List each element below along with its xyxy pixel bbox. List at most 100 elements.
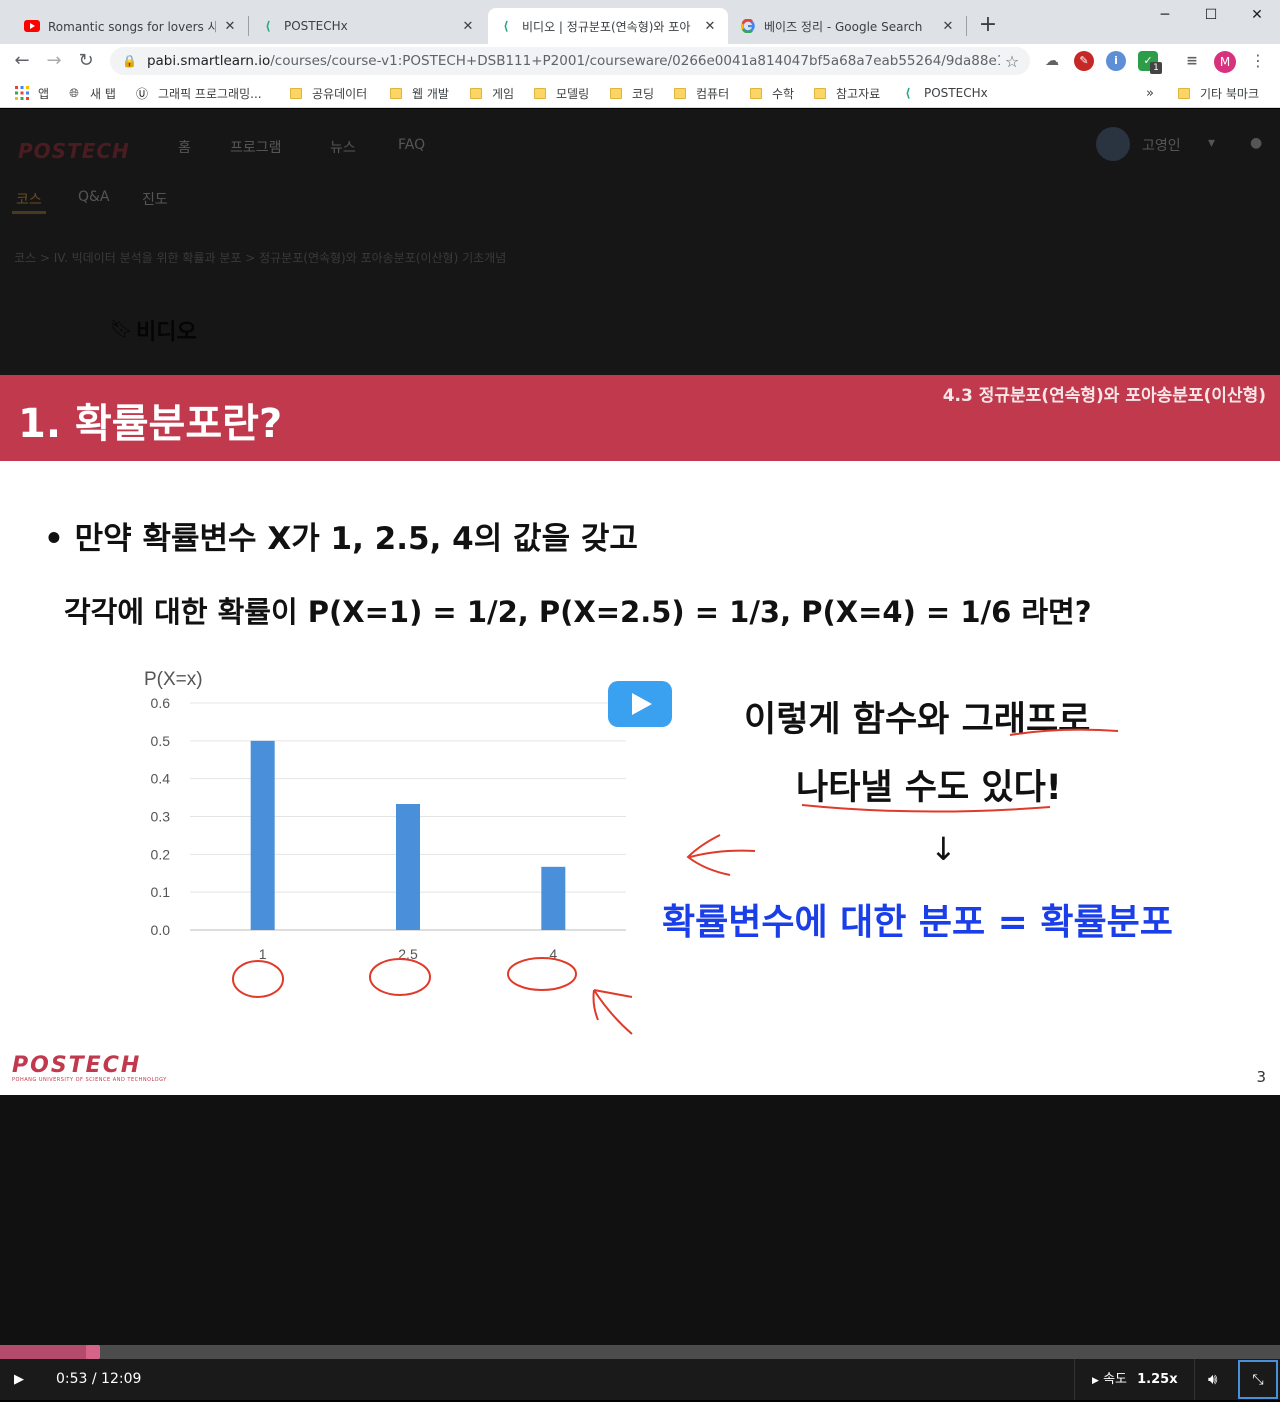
video-frame[interactable]: 1. 확률분포란? 4.3 정규분포(연속형)와 포아송분포(이산형) • 만약…: [0, 375, 1280, 1095]
nav-faq[interactable]: FAQ: [398, 137, 426, 153]
folder-icon: [470, 87, 482, 99]
bookmark-star-icon[interactable]: ☆: [1004, 51, 1020, 71]
user-avatar[interactable]: [1096, 127, 1130, 161]
slide-title-banner: 1. 확률분포란? 4.3 정규분포(연속형)와 포아송분포(이산형): [0, 375, 1280, 461]
page-content: POSTECH 홈 프로그램 뉴스 FAQ 고영인 ▾ ● 코스 Q&A 진도 …: [0, 109, 1280, 1400]
bookmark-folder[interactable]: 공유데이터: [290, 84, 367, 102]
close-icon[interactable]: ✕: [224, 18, 236, 34]
minimize-icon[interactable]: ─: [1160, 7, 1170, 23]
bookmark-label: 새 탭: [90, 86, 116, 101]
tab-progress[interactable]: 진도: [142, 192, 168, 208]
slide-bullet-line2: 각각에 대한 확률이 P(X=1) = 1/2, P(X=2.5) = 1/3,…: [64, 595, 1092, 629]
y-tick-label: 0.3: [151, 809, 171, 825]
close-icon[interactable]: ✕: [704, 18, 716, 34]
time-display: 0:53 / 12:09: [56, 1371, 142, 1387]
profile-avatar[interactable]: M: [1214, 51, 1236, 73]
forward-arrow-icon[interactable]: →: [46, 50, 62, 71]
y-tick-label: 0.2: [151, 846, 171, 862]
nav-news[interactable]: 뉴스: [330, 140, 356, 156]
bookmark-folder[interactable]: 참고자료: [814, 84, 880, 102]
address-bar[interactable]: 🔒 pabi.smartlearn.io/courses/course-v1:P…: [110, 47, 1030, 75]
media-queue-icon[interactable]: ≡: [1182, 51, 1202, 71]
bookmark-folder[interactable]: 코딩: [610, 84, 654, 102]
arrow-down-icon: ↓: [930, 830, 957, 868]
folder-icon: [674, 87, 686, 99]
bookmark-label: 웹 개발: [412, 86, 449, 101]
bookmark-folder[interactable]: 컴퓨터: [674, 84, 729, 102]
video-progress-bar[interactable]: [0, 1345, 1280, 1359]
nav-program[interactable]: 프로그램: [230, 140, 282, 156]
bar: [396, 804, 420, 930]
bookmark-apps[interactable]: 앱: [14, 84, 49, 102]
window-close-icon[interactable]: ✕: [1251, 7, 1263, 23]
slide-note-line2: 나타낼 수도 있다!: [796, 768, 1062, 808]
play-button[interactable]: [608, 681, 672, 727]
settings-icon[interactable]: ●: [1250, 135, 1263, 151]
play-toggle-icon[interactable]: ▶: [14, 1372, 24, 1387]
bookmark-label: 그래픽 프로그래밍...: [158, 86, 262, 101]
postech-logo: POSTECH POHANG UNIVERSITY OF SCIENCE AND…: [12, 1055, 167, 1084]
close-icon[interactable]: ✕: [462, 18, 474, 34]
chevron-down-icon[interactable]: ▾: [1208, 135, 1216, 151]
bookmark-folder[interactable]: 모델링: [534, 84, 589, 102]
bar: [250, 740, 275, 930]
tab-postechx[interactable]: ⟨ POSTECHx ✕: [250, 8, 486, 44]
close-icon[interactable]: ✕: [942, 18, 954, 34]
google-icon: [740, 18, 756, 34]
folder-icon: [290, 87, 302, 99]
fullscreen-exit-icon[interactable]: ⤡: [1238, 1360, 1278, 1399]
speed-control[interactable]: ▶ 속도 1.25x: [1092, 1359, 1178, 1400]
apps-grid-icon: [14, 85, 30, 101]
bookmark-ribbon-icon[interactable]: 🔖︎: [110, 319, 133, 340]
x-tick-label: 4: [549, 946, 557, 962]
extension-blue-icon[interactable]: i: [1106, 51, 1126, 71]
tab-title: Romantic songs for lovers 사랑하: [48, 19, 216, 34]
progress-scrubber[interactable]: [86, 1345, 101, 1359]
extension-cloud-icon[interactable]: ☁: [1042, 51, 1062, 71]
lock-icon: 🔒: [122, 54, 137, 68]
tab-course[interactable]: 코스: [16, 192, 42, 208]
other-bookmarks[interactable]: 기타 북마크: [1178, 84, 1259, 102]
bookmark-folder[interactable]: 게임: [470, 84, 514, 102]
back-arrow-icon[interactable]: ←: [14, 50, 30, 71]
postechx-icon: ⟨: [503, 19, 509, 33]
bookmark-label: 컴퓨터: [696, 86, 730, 101]
folder-icon: [390, 87, 402, 99]
username[interactable]: 고영인: [1142, 138, 1181, 154]
tab-youtube[interactable]: Romantic songs for lovers 사랑하 ✕: [14, 8, 248, 44]
bookmark-postechx[interactable]: ⟨ POSTECHx: [900, 84, 987, 102]
tab-video-active[interactable]: ⟨ 비디오 | 정규분포(연속형)와 포아 ✕: [488, 8, 728, 44]
play-icon: [632, 693, 652, 715]
divider: [1194, 1359, 1195, 1400]
bookmark-label: 참고자료: [836, 86, 881, 101]
bookmark-new-tab[interactable]: 🌐︎ 새 탭: [66, 84, 116, 102]
site-icon: Ⓤ: [135, 86, 148, 101]
site-logo: POSTECH: [18, 139, 130, 163]
y-axis-label: P(X=x): [144, 669, 203, 690]
bookmark-folder[interactable]: 웹 개발: [390, 84, 449, 102]
nav-home[interactable]: 홈: [178, 140, 191, 156]
maximize-icon[interactable]: ☐: [1204, 7, 1218, 23]
menu-kebab-icon[interactable]: ⋮: [1250, 51, 1266, 70]
bookmark-label: 게임: [492, 86, 515, 101]
slide-note-line1: 이렇게 함수와 그래프로: [744, 700, 1091, 740]
y-tick-label: 0.0: [151, 922, 171, 938]
folder-icon: [610, 87, 622, 99]
extension-red-icon[interactable]: ✎: [1074, 51, 1094, 71]
folder-icon: [814, 87, 826, 99]
bookmark-label: 수학: [772, 86, 795, 101]
slide-title: 1. 확률분포란?: [18, 401, 283, 447]
reload-icon[interactable]: ↻: [78, 50, 94, 71]
y-tick-label: 0.1: [151, 884, 171, 900]
site-header-dimmed: [0, 109, 1280, 375]
bookmark-folder[interactable]: 수학: [750, 84, 794, 102]
bookmark-graphics[interactable]: Ⓤ 그래픽 프로그래밍...: [134, 84, 262, 102]
volume-icon[interactable]: 🔊︎: [1208, 1370, 1218, 1388]
tab-google-search[interactable]: 베이즈 정리 - Google Search ✕: [730, 8, 966, 44]
slide-conclusion: 확률변수에 대한 분포 = 확률분포: [662, 902, 1173, 943]
breadcrumb[interactable]: 코스 > IV. 빅데이터 분석을 위한 확률과 분포 > 정규분포(연속형)와…: [14, 251, 507, 265]
bookmarks-overflow-button[interactable]: »: [1146, 85, 1154, 101]
new-tab-button[interactable]: +: [978, 12, 998, 37]
slide-section: 4.3 정규분포(연속형)와 포아송분포(이산형): [942, 386, 1266, 406]
tab-qna[interactable]: Q&A: [78, 189, 110, 205]
